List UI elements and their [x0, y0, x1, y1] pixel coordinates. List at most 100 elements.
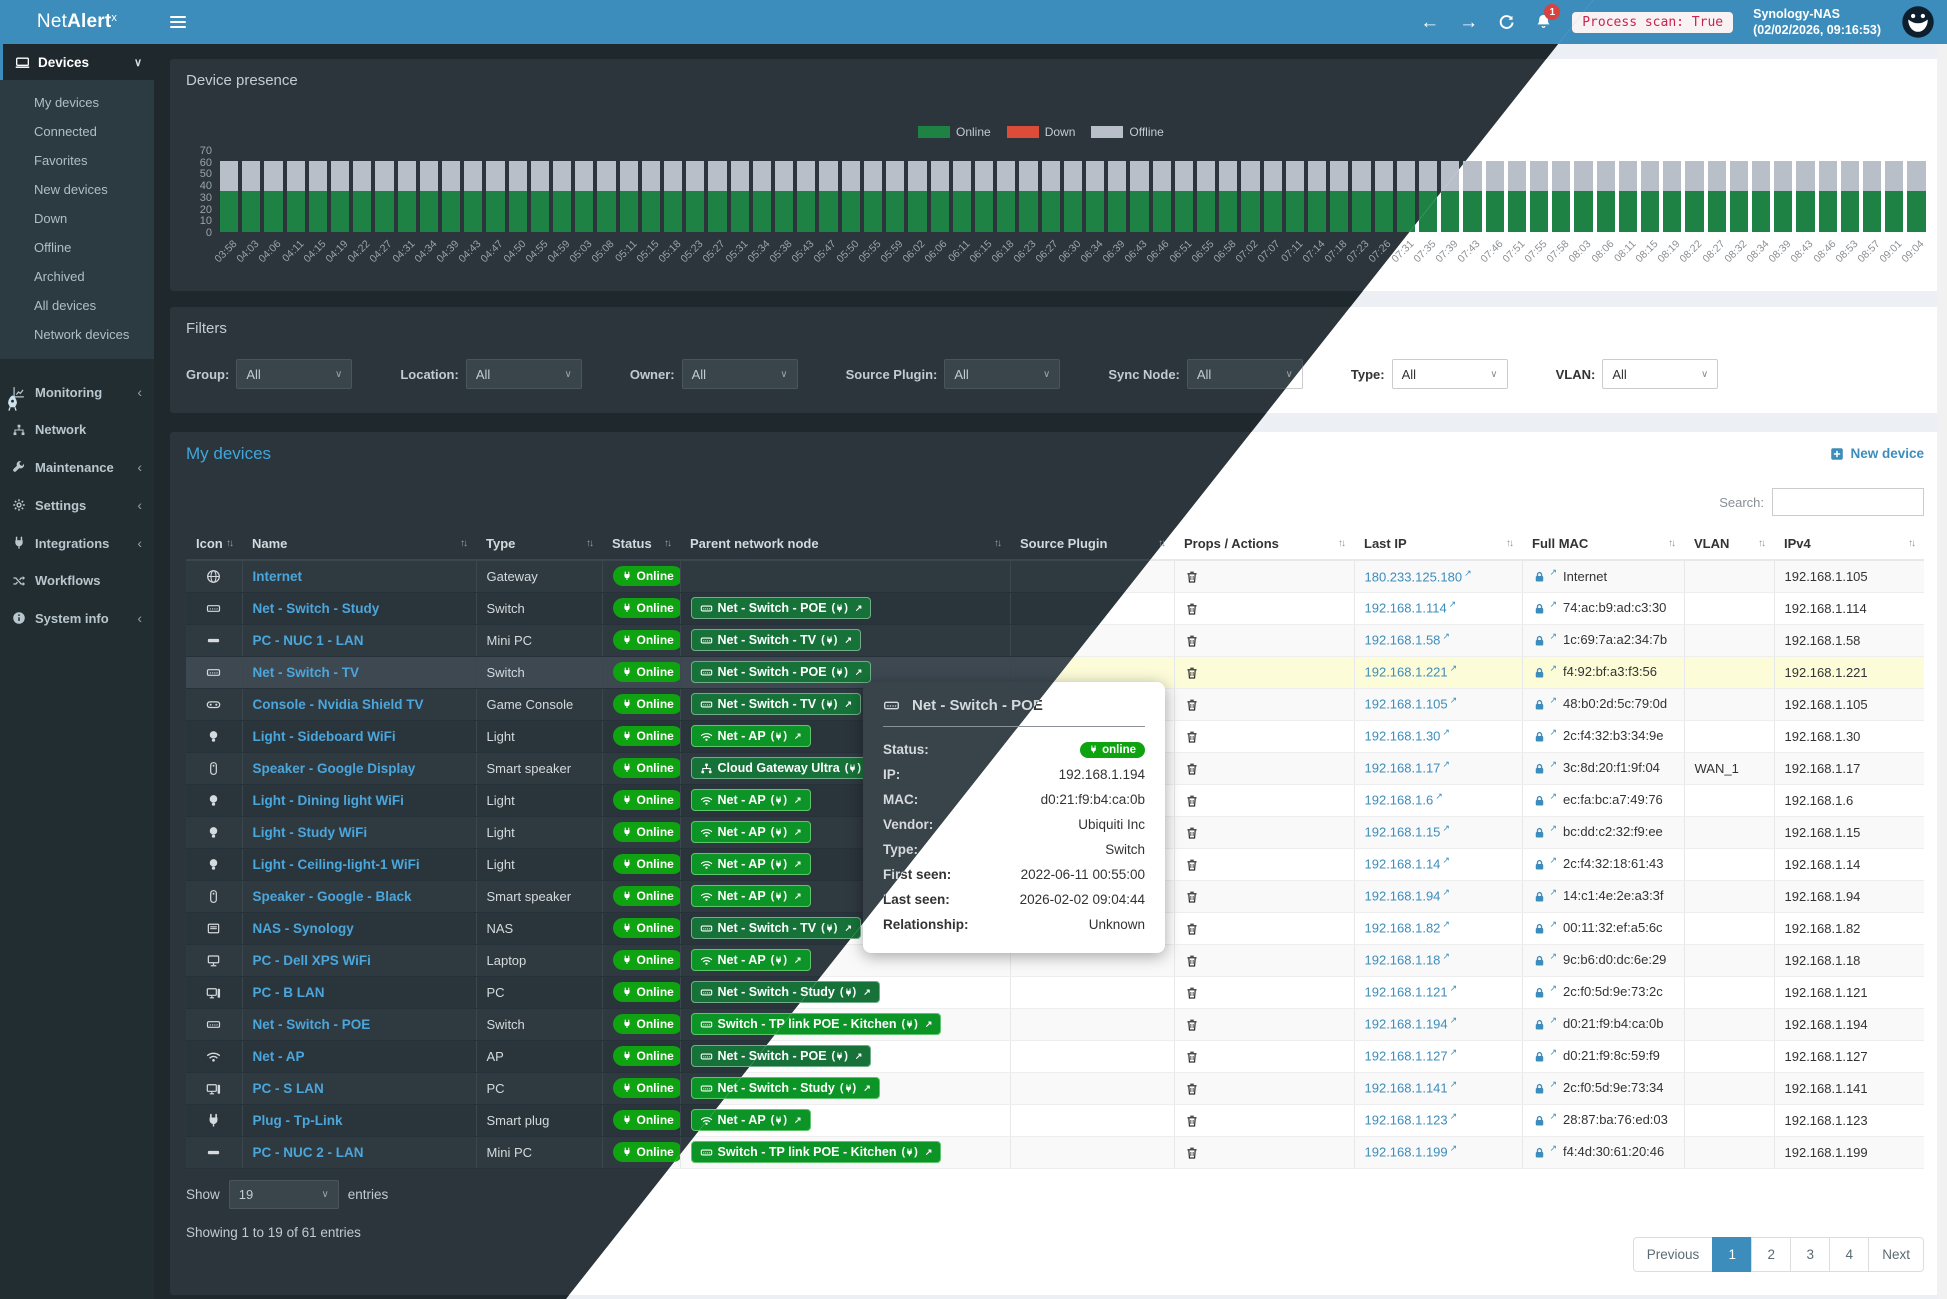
delete-device-button[interactable] — [1185, 888, 1199, 903]
chart-bar[interactable] — [1863, 150, 1882, 232]
chart-bar[interactable] — [1574, 150, 1593, 232]
chart-bar[interactable] — [1596, 150, 1615, 232]
chart-bar[interactable] — [1463, 150, 1482, 232]
sidebar-subitem-new-devices[interactable]: New devices — [34, 182, 108, 197]
chart-bar[interactable] — [1507, 150, 1526, 232]
chart-bar[interactable] — [1907, 150, 1926, 232]
device-name-link[interactable]: Light - Dining light WiFi — [252, 792, 404, 808]
sort-icon[interactable]: ↑↓ — [1338, 538, 1346, 549]
chart-bar[interactable] — [419, 150, 439, 232]
sidebar-item-workflows[interactable]: Workflows — [0, 562, 154, 599]
chart-bar[interactable] — [1418, 150, 1438, 232]
sidebar-toggle-button[interactable] — [154, 0, 202, 44]
parent-node-button[interactable]: Net - AP () ↗ — [690, 789, 811, 811]
device-name-link[interactable]: Speaker - Google Display — [252, 760, 416, 776]
delete-device-button[interactable] — [1185, 1144, 1199, 1159]
chart-bar[interactable] — [1618, 150, 1637, 232]
chart-bar[interactable] — [1019, 150, 1038, 232]
delete-device-button[interactable] — [1185, 952, 1199, 967]
parent-node-button[interactable]: Net - Switch - Study () ↗ — [690, 981, 880, 1003]
delete-device-button[interactable] — [1185, 1112, 1199, 1127]
chart-bar[interactable] — [819, 150, 838, 232]
delete-device-button[interactable] — [1185, 1016, 1199, 1031]
lock-button[interactable] — [1533, 888, 1546, 903]
chart-bar[interactable] — [1663, 150, 1682, 232]
table-row[interactable]: Plug - Tp-Link Smart plug Online Net - AP ()… — [186, 1104, 1924, 1137]
chart-bar[interactable] — [1174, 150, 1193, 232]
delete-device-button[interactable] — [1185, 792, 1199, 807]
sidebar-subitem-all-devices[interactable]: All devices — [34, 298, 97, 313]
sidebar-subitem-favorites[interactable]: Favorites — [34, 153, 88, 168]
lock-button[interactable] — [1533, 792, 1546, 807]
device-name-link[interactable]: Net - Switch - POE — [252, 1016, 371, 1032]
last-ip-link[interactable]: 192.168.1.123 — [1364, 1112, 1448, 1128]
delete-device-button[interactable] — [1185, 664, 1199, 679]
chart-bar[interactable] — [1485, 150, 1504, 232]
delete-device-button[interactable] — [1185, 760, 1199, 775]
pagination-page-2[interactable]: 2 — [1751, 1237, 1792, 1272]
chart-bar[interactable] — [619, 150, 638, 232]
delete-device-button[interactable] — [1185, 728, 1199, 743]
sort-icon[interactable]: ↑↓ — [226, 538, 234, 549]
filter-select[interactable]: All ∨ — [236, 359, 353, 389]
filter-select[interactable]: All ∨ — [1186, 359, 1303, 389]
chart-bar[interactable] — [1840, 150, 1860, 232]
chart-bar[interactable] — [974, 150, 994, 232]
parent-node-button[interactable]: Net - AP () ↗ — [690, 853, 811, 875]
lock-button[interactable] — [1533, 664, 1546, 679]
delete-device-button[interactable] — [1185, 920, 1199, 935]
table-row[interactable]: PC - B LAN PC Online Net - Switch - Study ()… — [186, 976, 1924, 1009]
chart-bar[interactable] — [553, 150, 572, 232]
lock-button[interactable] — [1533, 952, 1546, 967]
chart-bar[interactable] — [530, 150, 550, 232]
lock-button[interactable] — [1533, 1080, 1546, 1095]
chart-bar[interactable] — [1641, 150, 1660, 232]
chart-bar[interactable] — [1374, 150, 1393, 232]
chart-bar[interactable] — [1152, 150, 1171, 232]
lock-button[interactable] — [1533, 1048, 1546, 1063]
device-name-link[interactable]: PC - B LAN — [252, 984, 325, 1000]
sort-icon[interactable]: ↑↓ — [586, 538, 594, 549]
column-header-ipv4[interactable]: IPv4 ↑↓ — [1774, 528, 1924, 561]
process-scan-status[interactable]: Process scan: True — [1572, 11, 1734, 33]
chart-bar[interactable] — [1818, 150, 1837, 232]
device-name-link[interactable]: Light - Study WiFi — [252, 824, 368, 840]
last-ip-link[interactable]: 192.168.1.105 — [1364, 696, 1448, 712]
sidebar-subitem-network-devices[interactable]: Network devices — [34, 327, 130, 342]
chart-bar[interactable] — [841, 150, 860, 232]
rocket-icon[interactable] — [3, 394, 22, 413]
last-ip-link[interactable]: 192.168.1.15 — [1364, 824, 1441, 840]
device-name-link[interactable]: Internet — [252, 568, 303, 584]
chart-bar[interactable] — [641, 150, 661, 232]
lock-button[interactable] — [1533, 1144, 1546, 1159]
lock-button[interactable] — [1533, 1112, 1546, 1127]
sidebar-item-settings[interactable]: Settings ‹ — [0, 486, 154, 524]
chart-bar[interactable] — [264, 150, 283, 232]
chart-bar[interactable] — [397, 150, 416, 232]
last-ip-link[interactable]: 192.168.1.14 — [1364, 856, 1441, 872]
chart-bar[interactable] — [331, 150, 350, 232]
table-row[interactable]: PC - NUC 2 - LAN Mini PC Online Switch - TP… — [186, 1136, 1924, 1169]
parent-node-button[interactable]: Net - Switch - POE () ↗ — [690, 661, 872, 683]
sidebar-item-network[interactable]: Network — [0, 411, 154, 448]
chart-bar[interactable] — [797, 150, 816, 232]
delete-device-button[interactable] — [1185, 824, 1199, 839]
last-ip-link[interactable]: 192.168.1.18 — [1364, 952, 1441, 968]
device-name-link[interactable]: Light - Ceiling-light-1 WiFi — [252, 856, 420, 872]
chart-bar[interactable] — [597, 150, 616, 232]
sidebar-subitem-archived[interactable]: Archived — [34, 269, 85, 284]
chart-bar[interactable] — [997, 150, 1016, 232]
lock-button[interactable] — [1533, 600, 1546, 615]
lock-button[interactable] — [1533, 920, 1546, 935]
last-ip-link[interactable]: 192.168.1.199 — [1364, 1144, 1448, 1160]
chart-bar[interactable] — [730, 150, 749, 232]
chart-bar[interactable] — [1552, 150, 1571, 232]
column-header-type[interactable]: Type ↑↓ — [476, 528, 602, 561]
chart-bar[interactable] — [1396, 150, 1415, 232]
sidebar-item-devices[interactable]: Devices ∨ — [0, 44, 154, 80]
parent-node-button[interactable]: Net - Switch - Study () ↗ — [690, 1077, 880, 1099]
sidebar-item-system-info[interactable]: System info ‹ — [0, 599, 154, 637]
forward-button[interactable]: → — [1459, 11, 1479, 33]
chart-bar[interactable] — [908, 150, 927, 232]
